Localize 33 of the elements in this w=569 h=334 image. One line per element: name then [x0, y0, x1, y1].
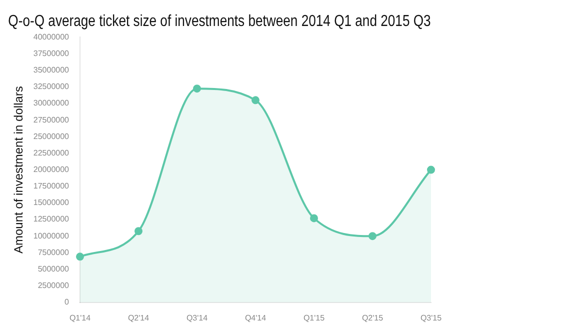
- y-tick-label: 20000000: [33, 165, 70, 174]
- y-tick-label: 17500000: [33, 182, 70, 191]
- point: [368, 232, 376, 240]
- y-tick-label: 22500000: [33, 148, 70, 158]
- point: [310, 214, 318, 222]
- x-tick-label: Q2'14: [128, 313, 150, 322]
- y-tick-label: 5000000: [38, 264, 70, 274]
- y-tick-label: 2500000: [38, 281, 70, 290]
- x-tick-label: Q4'14: [244, 313, 267, 322]
- x-tick-label: Q2'15: [362, 313, 384, 322]
- y-tick-label: 25000000: [33, 132, 70, 141]
- y-tick-label: 32500000: [33, 82, 70, 92]
- y-tick-label: 35000000: [33, 66, 70, 75]
- point: [427, 166, 435, 174]
- x-tick-label: Q3'14: [186, 313, 208, 322]
- y-tick-label: 10000000: [33, 231, 70, 240]
- point: [251, 96, 260, 104]
- x-tick-label: Q1'14: [69, 313, 92, 322]
- y-tick-label: 0: [64, 298, 70, 307]
- y-tick-label: 30000000: [33, 98, 70, 108]
- point: [134, 227, 142, 236]
- y-tick-label: 37500000: [33, 48, 70, 58]
- y-tick-label: 15000000: [33, 198, 70, 208]
- y-axis-title: Amount of investment in dollars: [12, 86, 26, 254]
- chart-title: Q-o-Q average ticket size of investments between 2014 Q1 and 2015 Q3: [8, 12, 431, 30]
- y-tick-label: 12500000: [33, 214, 70, 224]
- point: [76, 252, 84, 261]
- point: [192, 84, 201, 93]
- y-tick-label: 27500000: [33, 115, 70, 124]
- x-tick-label: Q3'15: [420, 313, 442, 322]
- y-tick-label: 7500000: [38, 248, 70, 257]
- x-tick-label: Q1'15: [303, 313, 326, 322]
- y-tick-label: 40000000: [33, 32, 70, 42]
